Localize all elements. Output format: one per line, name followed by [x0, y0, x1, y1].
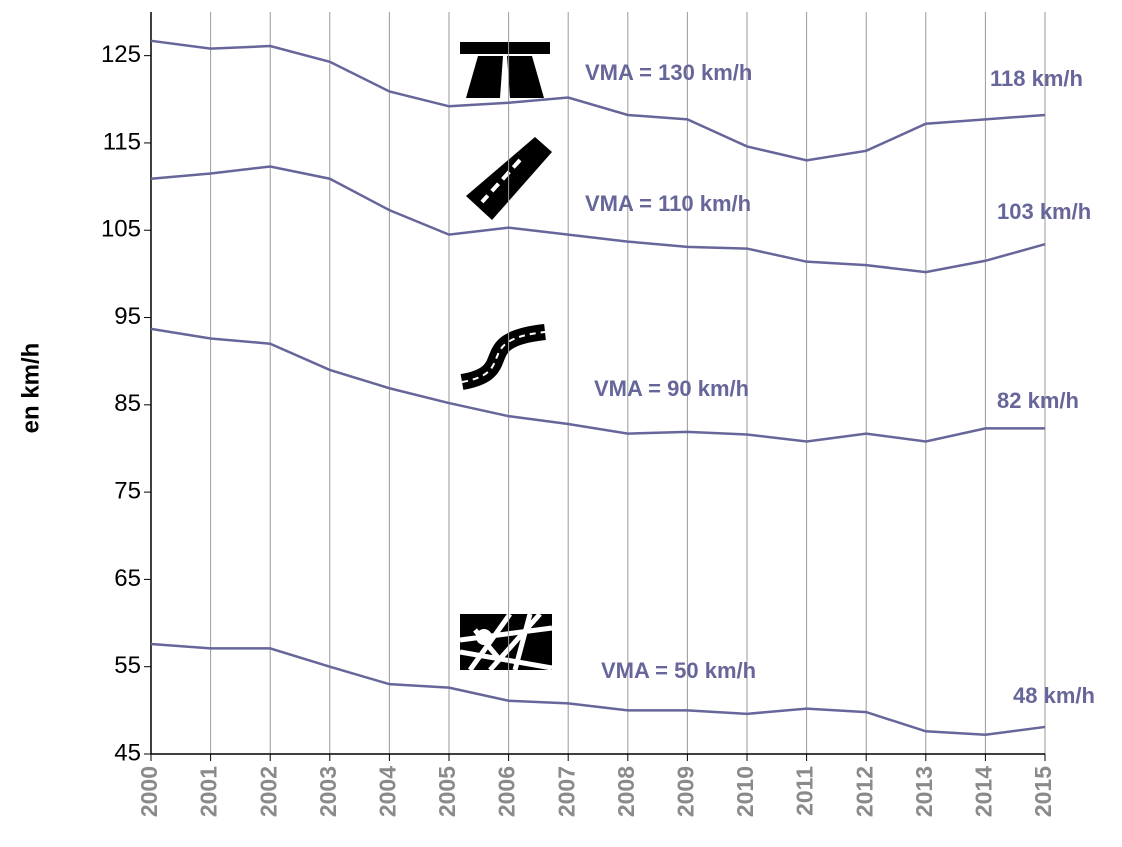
series-line	[150, 39, 1046, 162]
y-tick-label: 115	[103, 128, 141, 155]
y-tick-label: 55	[114, 652, 141, 679]
icon-country-road	[460, 324, 546, 390]
y-tick-label: 45	[114, 739, 141, 766]
y-tick-label: 105	[101, 216, 141, 243]
end-label: 103 km/h	[997, 199, 1091, 224]
end-label: 82 km/h	[997, 388, 1079, 413]
end-label: 48 km/h	[1013, 683, 1095, 708]
x-tick-label: 2006	[494, 766, 520, 817]
series-line	[150, 165, 1046, 274]
x-tick-label: 2007	[553, 766, 579, 817]
end-label: 118 km/h	[990, 66, 1083, 91]
icon-motorway	[460, 42, 550, 98]
annotation: VMA = 90 km/h	[594, 376, 749, 401]
series-line	[150, 642, 1046, 737]
y-axis-label: en km/h	[17, 343, 44, 434]
y-tick-label: 125	[101, 41, 141, 68]
series-line	[150, 327, 1045, 443]
x-tick-label: 2000	[136, 766, 162, 817]
x-tick-label: 2014	[970, 766, 996, 817]
y-tick-label: 65	[114, 565, 141, 592]
y-tick-label: 75	[114, 477, 141, 504]
x-tick-label: 2011	[792, 766, 818, 816]
x-tick-label: 2008	[613, 766, 639, 817]
x-tick-label: 2010	[732, 766, 758, 817]
annotation: VMA = 130 km/h	[585, 60, 752, 85]
x-tick-label: 2001	[196, 766, 222, 817]
annotation: VMA = 50 km/h	[601, 658, 756, 683]
x-tick-label: 2003	[315, 766, 341, 817]
y-tick-label: 95	[114, 303, 141, 330]
x-tick-label: 2013	[911, 766, 937, 817]
icon-city	[459, 612, 553, 672]
x-tick-label: 2012	[851, 766, 877, 817]
annotation: VMA = 110 km/h	[585, 191, 751, 216]
y-tick-label: 85	[114, 390, 141, 417]
x-tick-label: 2005	[434, 766, 460, 817]
x-tick-label: 2004	[374, 766, 400, 817]
x-tick-label: 2015	[1030, 766, 1056, 817]
x-tick-label: 2009	[672, 766, 698, 817]
x-tick-label: 2002	[255, 766, 281, 817]
